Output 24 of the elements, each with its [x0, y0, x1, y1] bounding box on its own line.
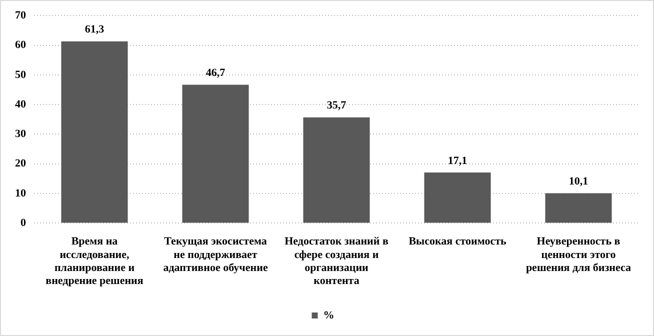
bar	[182, 84, 249, 223]
y-tick-label: 60	[15, 39, 26, 52]
data-label: 61,3	[84, 24, 105, 36]
x-tick-label: Высокая стоимость	[408, 236, 506, 248]
legend-label: %	[323, 309, 334, 322]
x-tick-label: Неуверенность в ценности этого решения для бизнеса	[526, 236, 632, 274]
data-label: 46,7	[206, 67, 226, 80]
data-label: 35,7	[326, 100, 347, 112]
y-tick-label: 50	[15, 68, 26, 81]
x-tick-label: Недостаток знаний в сфере создания и организации контента	[284, 236, 388, 288]
y-tick-label: 10	[15, 187, 26, 200]
bar	[424, 172, 491, 223]
x-tick-label: Текущая экосистема не поддерживает адаптивное обучение	[163, 236, 268, 274]
bar	[303, 117, 370, 223]
x-tick-label: Время на исследование, планирование и внедрение решения	[46, 236, 144, 288]
data-label: 10,1	[568, 176, 588, 188]
y-tick-label: 70	[15, 9, 26, 22]
y-tick-label: 40	[15, 98, 26, 110]
bar	[61, 41, 128, 223]
bar	[545, 193, 612, 223]
data-label: 17,1	[448, 154, 468, 167]
y-tick-label: 20	[15, 158, 26, 170]
y-tick-label: 30	[15, 128, 26, 140]
y-tick-label: 0	[20, 217, 26, 230]
